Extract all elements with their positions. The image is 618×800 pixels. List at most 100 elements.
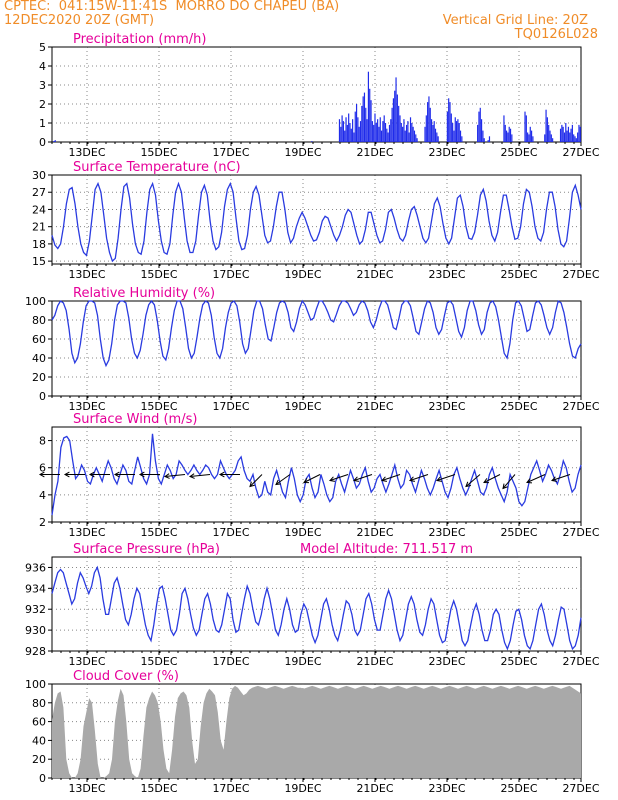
x-tick-label: 23DEC: [428, 782, 465, 795]
precip-bar: [436, 132, 438, 142]
precip-bar: [411, 123, 413, 142]
x-tick-label: 25DEC: [500, 655, 537, 668]
x-tick-label: 21DEC: [356, 400, 393, 413]
precip-bar: [565, 123, 567, 142]
precip-bar: [345, 117, 347, 142]
wind-arrow: [502, 474, 516, 489]
panel-title: Relative Humidity (%): [73, 286, 215, 301]
precip-bar: [509, 128, 512, 142]
wind-arrow-head: [409, 476, 416, 482]
precip-bar: [380, 130, 383, 142]
wind-arrow: [353, 474, 373, 481]
header-model-id: TQ0126L028: [514, 27, 598, 42]
y-tick-label: 21: [32, 221, 46, 234]
x-tick-label: 13DEC: [68, 655, 105, 668]
x-tick-label: 27DEC: [562, 268, 599, 281]
precip-bar: [383, 115, 385, 142]
precip-bar: [461, 136, 463, 142]
wind-arrow: [483, 474, 501, 483]
series-line: [51, 433, 582, 516]
wind-arrow: [409, 474, 429, 481]
precip-bar: [400, 123, 402, 142]
x-tick-label: 17DEC: [212, 146, 249, 159]
precip-bar: [457, 119, 459, 142]
precip-bar: [478, 111, 480, 142]
x-tick-label: 13DEC: [68, 400, 105, 413]
wind-arrow: [465, 474, 481, 487]
x-tick-label: 15DEC: [140, 146, 177, 159]
wind-arrow-head: [138, 471, 145, 478]
precip-bar: [428, 96, 430, 142]
precip-bar: [525, 115, 527, 142]
precip-bar: [382, 121, 384, 142]
precip-bar: [365, 107, 367, 142]
x-tick-label: 21DEC: [356, 655, 393, 668]
precip-bar: [529, 126, 531, 142]
precip-bar: [369, 88, 371, 142]
precip-bar: [579, 126, 581, 142]
precip-bar: [562, 126, 564, 142]
wind-arrow-head: [526, 478, 533, 484]
precip-bar: [437, 136, 439, 142]
x-tick-label: 13DEC: [68, 146, 105, 159]
precip-bar: [412, 126, 414, 142]
wind-arrow: [249, 474, 263, 487]
y-tick-label: 100: [25, 678, 46, 691]
precip-bar: [563, 132, 566, 142]
precip-bar: [430, 119, 433, 142]
x-tick-label: 15DEC: [140, 400, 177, 413]
precip-bar: [338, 119, 341, 142]
wind-arrow: [189, 474, 211, 477]
wind-arrow: [551, 474, 571, 481]
precip-bar: [449, 102, 451, 142]
wind-arrow-head: [502, 483, 508, 490]
y-tick-label: 20: [32, 753, 46, 766]
precip-bar: [479, 107, 481, 142]
wind-arrow-head: [551, 476, 558, 482]
x-tick-label: 17DEC: [212, 782, 249, 795]
wind-arrow-head: [163, 473, 170, 479]
y-tick-label: 0: [39, 136, 46, 149]
precip-bar: [573, 134, 575, 142]
precip-bar: [395, 77, 397, 142]
header-date: 12DEC2020 20Z (GMT): [4, 13, 155, 28]
x-tick-label: 17DEC: [212, 526, 249, 539]
precip-bar: [371, 121, 373, 142]
wind-arrow-head: [88, 471, 95, 478]
precip-bar: [404, 130, 406, 142]
wind-arrow: [164, 474, 186, 477]
precip-bar: [354, 111, 356, 142]
panel-frame: [51, 300, 582, 397]
precip-bar: [577, 132, 579, 142]
precip-bar: [459, 130, 462, 142]
panel-title: Surface Temperature (nC): [73, 160, 241, 175]
precip-bar: [373, 124, 375, 142]
precip-bar: [524, 111, 526, 142]
x-tick-label: 19DEC: [284, 782, 321, 795]
precip-bar: [399, 115, 401, 142]
y-tick-label: 24: [32, 203, 46, 216]
header-location: CPTEC: 041:15W-11:41S MORRO DO CHAPEU (B…: [4, 0, 340, 14]
precip-bar: [378, 126, 380, 142]
wind-arrow-head: [113, 471, 120, 478]
x-tick-label: 13DEC: [68, 782, 105, 795]
x-tick-label: 19DEC: [284, 400, 321, 413]
x-tick-label: 19DEC: [284, 655, 321, 668]
precip-bar: [355, 104, 358, 142]
precip-bar: [561, 124, 563, 142]
x-tick-label: 15DEC: [140, 526, 177, 539]
precip-bar: [548, 124, 550, 142]
precip-bar: [377, 119, 379, 142]
x-tick-label: 27DEC: [562, 146, 599, 159]
precip-bar: [394, 90, 396, 142]
x-tick-label: 17DEC: [212, 268, 249, 281]
panel-4: Surface Pressure (hPa) Model Altitude: 71…: [25, 542, 600, 668]
precip-bar: [353, 132, 355, 142]
precip-bar: [487, 140, 489, 142]
y-tick-label: 60: [32, 716, 46, 729]
precip-bar: [402, 126, 404, 142]
precip-bar: [359, 121, 362, 142]
precip-bar: [458, 123, 460, 142]
wind-arrow-head: [436, 476, 443, 482]
